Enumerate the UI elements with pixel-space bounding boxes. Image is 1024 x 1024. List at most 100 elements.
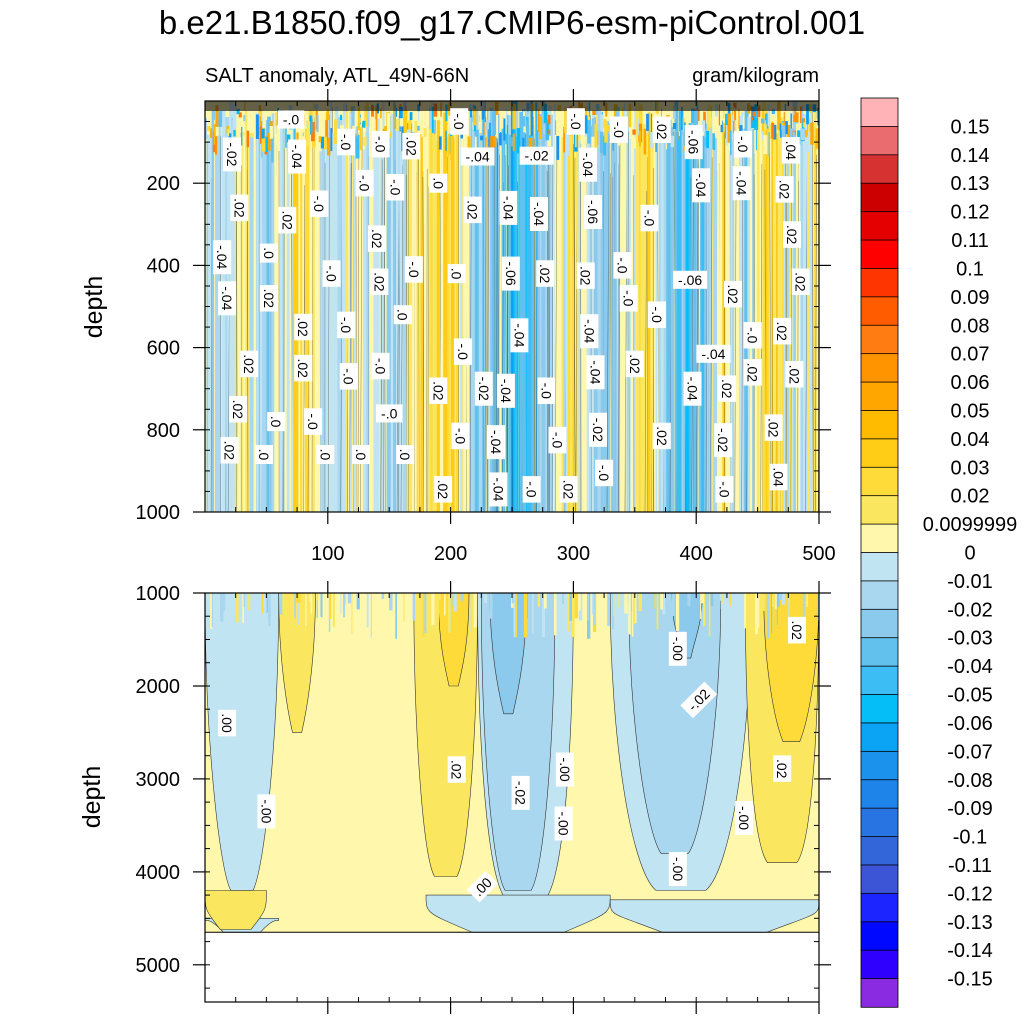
upper-contour-label-text: -.04 <box>498 379 514 403</box>
lower-field-surface-cell <box>220 593 224 622</box>
upper-field-surface-cell <box>564 107 567 133</box>
upper-field-surface-cell <box>334 119 337 145</box>
colorbar-level-label: 0.12 <box>951 202 990 224</box>
upper-contour-label-bg <box>450 108 469 135</box>
upper-field-streak <box>214 119 216 512</box>
lower-contour-label: -.00 <box>554 806 573 841</box>
upper-field-surface-cell <box>215 105 219 127</box>
upper-field-surface-cell <box>587 119 591 144</box>
upper-contour-label: .02 <box>294 354 313 382</box>
upper-field-surface-cell <box>706 130 709 149</box>
upper-field-surface-cell <box>270 121 273 128</box>
upper-contour-label-text: .02 <box>369 229 385 249</box>
upper-contour-label-bg <box>447 264 466 284</box>
upper-field-streak <box>234 123 237 512</box>
lower-field-surface-cell <box>805 593 808 607</box>
upper-contour-label: -.02 <box>714 423 733 458</box>
upper-ytick-label: 800 <box>147 420 180 442</box>
lower-field-surface-cell <box>470 593 472 633</box>
lower-field-surface-cell <box>288 593 291 610</box>
upper-contour-label-text: -.02 <box>476 377 492 401</box>
lower-field-surface-cell <box>257 593 261 632</box>
upper-contour-label: .02 <box>429 377 448 404</box>
upper-contour-label-bg <box>259 284 278 312</box>
lower-field-surface-cell <box>587 593 589 621</box>
upper-field-streak <box>327 111 330 512</box>
upper-contour-label: .02 <box>559 476 578 503</box>
lower-panel-contour-labels: .00.02-.00-.02-.00-.00-.00.00-.00-.02-.0… <box>218 616 806 903</box>
upper-field-surface-cell <box>206 125 211 132</box>
upper-field-surface-cell <box>365 105 368 127</box>
upper-field-surface-cell <box>803 129 808 138</box>
lower-field-surface-cell <box>345 593 347 605</box>
upper-field-streak <box>501 128 504 512</box>
colorbar-level-label: 0.05 <box>951 401 990 423</box>
lower-field-surface-cell <box>431 593 435 626</box>
upper-field-surface-cell <box>547 135 551 147</box>
upper-field-surface-cell <box>787 124 790 145</box>
upper-contour-label-bg <box>609 116 628 144</box>
upper-field-surface-cell <box>800 106 802 123</box>
lower-field-surface-cell <box>618 593 621 608</box>
upper-field-streak <box>615 104 617 512</box>
lower-field-surface-cell <box>389 593 393 611</box>
lower-field-surface-cell <box>365 593 367 635</box>
lower-field-surface-cell <box>569 593 572 621</box>
upper-field-streak <box>279 128 284 512</box>
upper-field-streak <box>249 134 254 512</box>
upper-field-contour-line <box>303 185 305 512</box>
upper-field-surface-cell <box>732 106 735 122</box>
lower-field-surface-cell <box>630 593 633 612</box>
upper-contour-label-bg <box>230 194 249 222</box>
upper-field-surface-cell <box>325 112 328 125</box>
upper-field-surface-cell <box>512 104 517 130</box>
chart-title: b.e21.B1850.f09_g17.CMIP6-esm-piControl.… <box>159 4 865 41</box>
lower-field-surface-cell <box>700 593 702 620</box>
lower-field-surface-cell <box>416 593 420 637</box>
upper-contour-label: -.0 <box>339 363 358 390</box>
lower-contour-label-bg <box>447 756 466 783</box>
upper-contour-label-bg <box>566 108 585 135</box>
upper-field-surface-cell <box>583 106 587 117</box>
upper-field-surface-cell <box>607 125 611 132</box>
upper-field-surface-cell <box>779 129 783 138</box>
colorbar-level-label: -0.1 <box>953 827 987 849</box>
upper-xtick-label: 400 <box>680 543 713 565</box>
colorbar-level-label: -0.05 <box>947 685 993 707</box>
upper-field-surface-cell <box>330 128 333 152</box>
upper-contour-label: .02 <box>463 196 482 224</box>
upper-contour-label-text: -.06 <box>678 272 702 288</box>
lower-field-surface-cell <box>776 593 778 625</box>
upper-field-surface-cell <box>394 105 396 130</box>
upper-contour-label-text: -.02 <box>590 418 606 442</box>
upper-field-streak <box>321 138 326 512</box>
lower-field-surface-cell <box>788 593 790 625</box>
upper-field-streak <box>245 110 248 512</box>
upper-contour-label-bg <box>489 472 508 507</box>
upper-field-surface-cell <box>233 129 236 137</box>
upper-field-streak <box>682 131 687 512</box>
lower-field-surface-cell <box>628 593 631 635</box>
lower-field-surface-cell <box>779 593 783 600</box>
upper-field-streak <box>332 132 337 512</box>
lower-field-salty-region <box>437 593 470 687</box>
upper-contour-label: -.06 <box>673 270 708 289</box>
upper-contour-label-bg <box>451 422 470 450</box>
upper-field-surface-cell <box>755 126 758 151</box>
lower-field-surface-cell <box>221 593 226 612</box>
upper-contour-label-text: -.0 <box>387 179 403 196</box>
colorbar-level-label: -0.11 <box>948 855 992 877</box>
upper-field-surface-cell <box>311 122 315 142</box>
colorbar-level-label: -0.15 <box>947 969 993 991</box>
upper-field-surface-cell <box>403 110 408 136</box>
upper-field-surface-cell <box>543 124 546 135</box>
upper-field-contour-line <box>427 186 429 512</box>
upper-field-contour-line <box>418 139 420 512</box>
upper-field-streak <box>489 108 493 512</box>
upper-contour-label-bg <box>743 358 762 386</box>
upper-contour-label-text: .02 <box>241 354 257 374</box>
upper-contour-label-text: -.0 <box>305 413 321 430</box>
upper-field-surface-cell <box>306 121 311 147</box>
upper-field-streak <box>586 103 591 512</box>
lower-contour-label: -.00 <box>555 752 574 787</box>
